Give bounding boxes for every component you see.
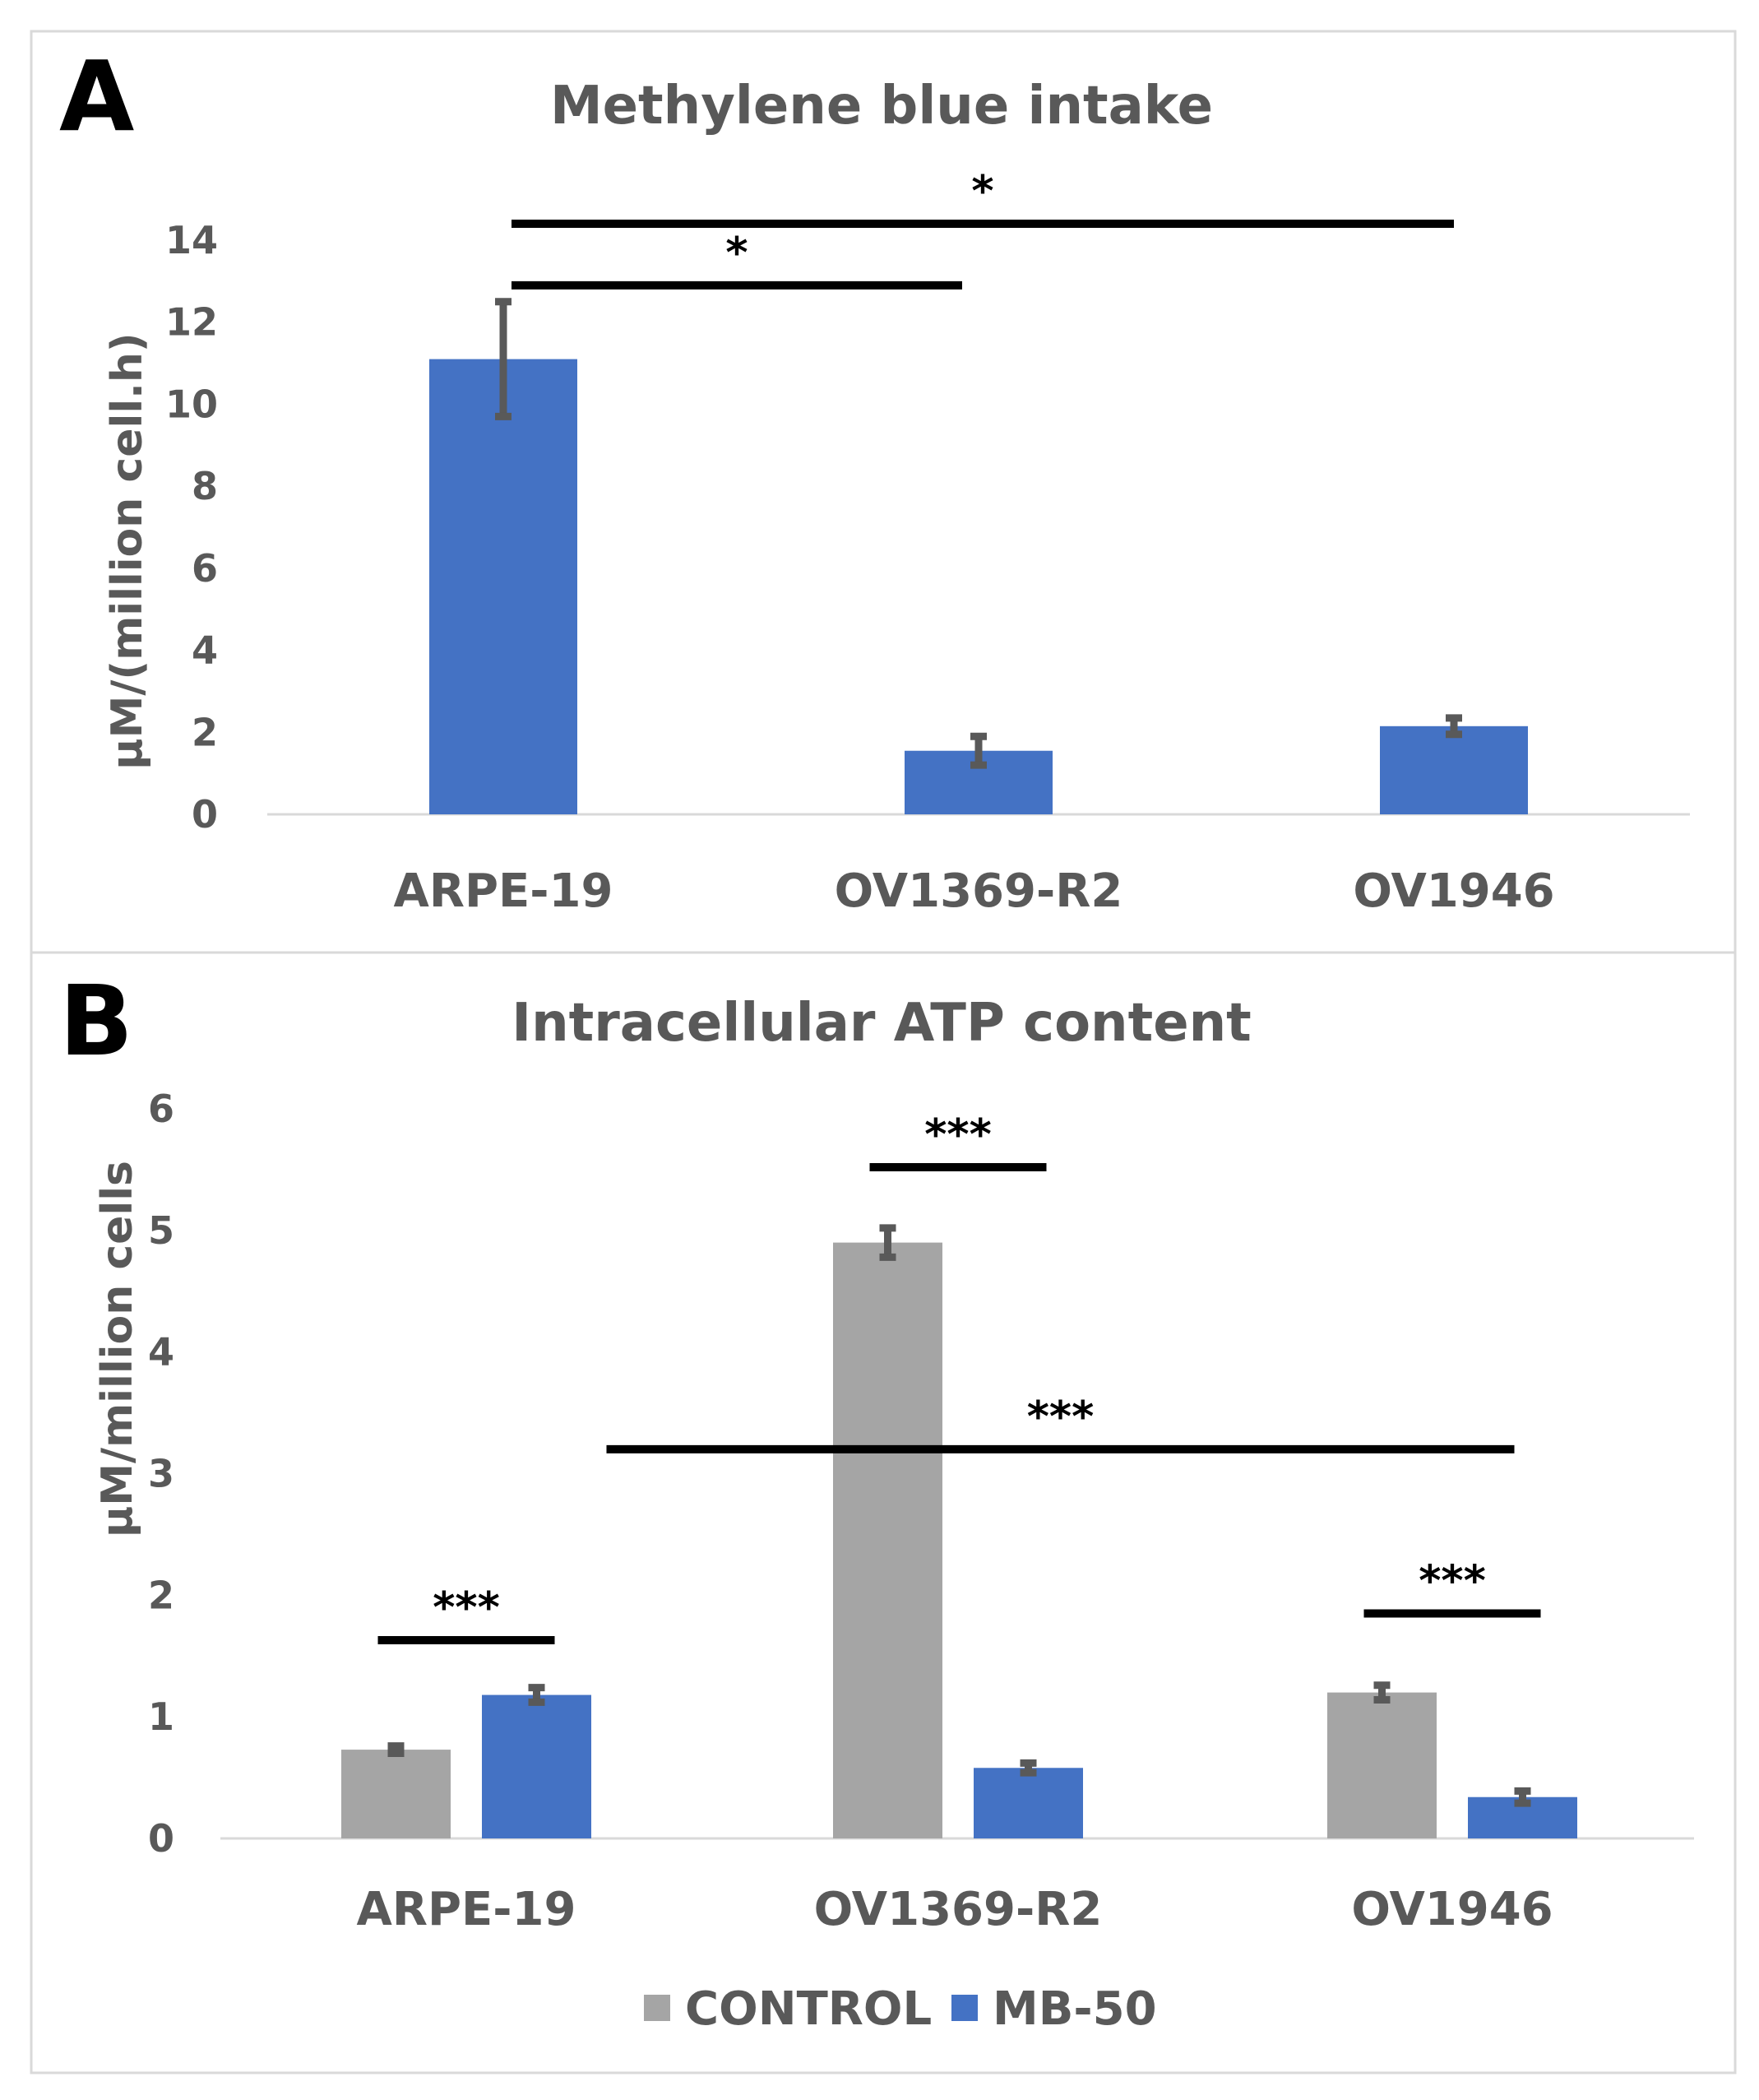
significance-label: *** <box>1419 1557 1486 1606</box>
bar-mb <box>429 359 577 815</box>
y-tick-label: 12 <box>165 300 218 345</box>
y-tick-label: 2 <box>148 1573 174 1617</box>
x-category-label: OV1369-R2 <box>835 865 1123 918</box>
legend-label: CONTROL <box>685 1982 932 2036</box>
y-tick-label: 3 <box>148 1452 174 1496</box>
legend-swatch <box>644 1995 670 2021</box>
panel-b-categories: ARPE-19 OV1369-R2 OV1946 <box>357 1883 1553 1936</box>
panel-b-significance: *** *** *** *** <box>377 1110 1541 1645</box>
significance-label: *** <box>1027 1393 1095 1442</box>
bar-mb-50 <box>974 1768 1083 1838</box>
significance-label: *** <box>433 1583 500 1633</box>
bar-mb <box>1380 725 1528 814</box>
legend-label: MB-50 <box>993 1982 1157 2036</box>
panel-b-letter: B <box>59 964 133 1078</box>
y-tick-label: 6 <box>192 546 218 591</box>
panel-a-categories: ARPE-19 OV1369-R2 OV1946 <box>394 865 1555 918</box>
x-category-label: ARPE-19 <box>394 865 613 918</box>
x-category-label: OV1946 <box>1351 1883 1553 1936</box>
y-tick-label: 0 <box>148 1816 174 1861</box>
panel-b-error-bars <box>387 1224 1531 1807</box>
bar-control <box>833 1242 942 1838</box>
panel-b-bars <box>341 1242 1577 1838</box>
panel-b-legend: CONTROL MB-50 <box>644 1982 1157 2036</box>
panel-a-title: Methylene blue intake <box>550 76 1213 137</box>
y-tick-label: 5 <box>148 1208 174 1253</box>
x-category-label: ARPE-19 <box>357 1883 576 1936</box>
panel-a-significance: ** <box>511 167 1454 290</box>
y-tick-label: 14 <box>165 218 218 262</box>
panel-a-y-ticks: 0 2 4 6 8 10 12 14 <box>165 218 218 837</box>
panel-a-letter: A <box>59 39 134 153</box>
y-tick-label: 1 <box>148 1694 174 1739</box>
panel-a-bars <box>429 359 1528 815</box>
significance-label: * <box>971 167 993 216</box>
x-category-label: OV1369-R2 <box>814 1883 1103 1936</box>
y-tick-label: 4 <box>192 628 218 673</box>
y-tick-label: 2 <box>192 710 218 754</box>
panel-b-title: Intracellular ATP content <box>511 993 1252 1054</box>
panel-a-error-bars <box>495 298 1462 769</box>
panel-b-y-axis-label: µM/million cells <box>93 1161 142 1537</box>
y-tick-label: 6 <box>148 1087 174 1131</box>
x-category-label: OV1946 <box>1353 865 1554 918</box>
y-tick-label: 4 <box>148 1330 174 1375</box>
bar-control <box>1327 1692 1437 1838</box>
legend-swatch <box>951 1995 978 2021</box>
bar-mb-50 <box>482 1694 591 1838</box>
y-tick-label: 8 <box>192 464 218 508</box>
panel-a-y-axis-label: µM/(million cell.h) <box>103 332 152 769</box>
panel-b-y-ticks: 0 1 2 3 4 5 6 <box>148 1087 174 1861</box>
y-tick-label: 10 <box>165 382 218 426</box>
bar-control <box>341 1750 451 1838</box>
significance-label: * <box>725 229 748 278</box>
significance-label: *** <box>924 1110 992 1160</box>
y-tick-label: 0 <box>192 792 218 837</box>
